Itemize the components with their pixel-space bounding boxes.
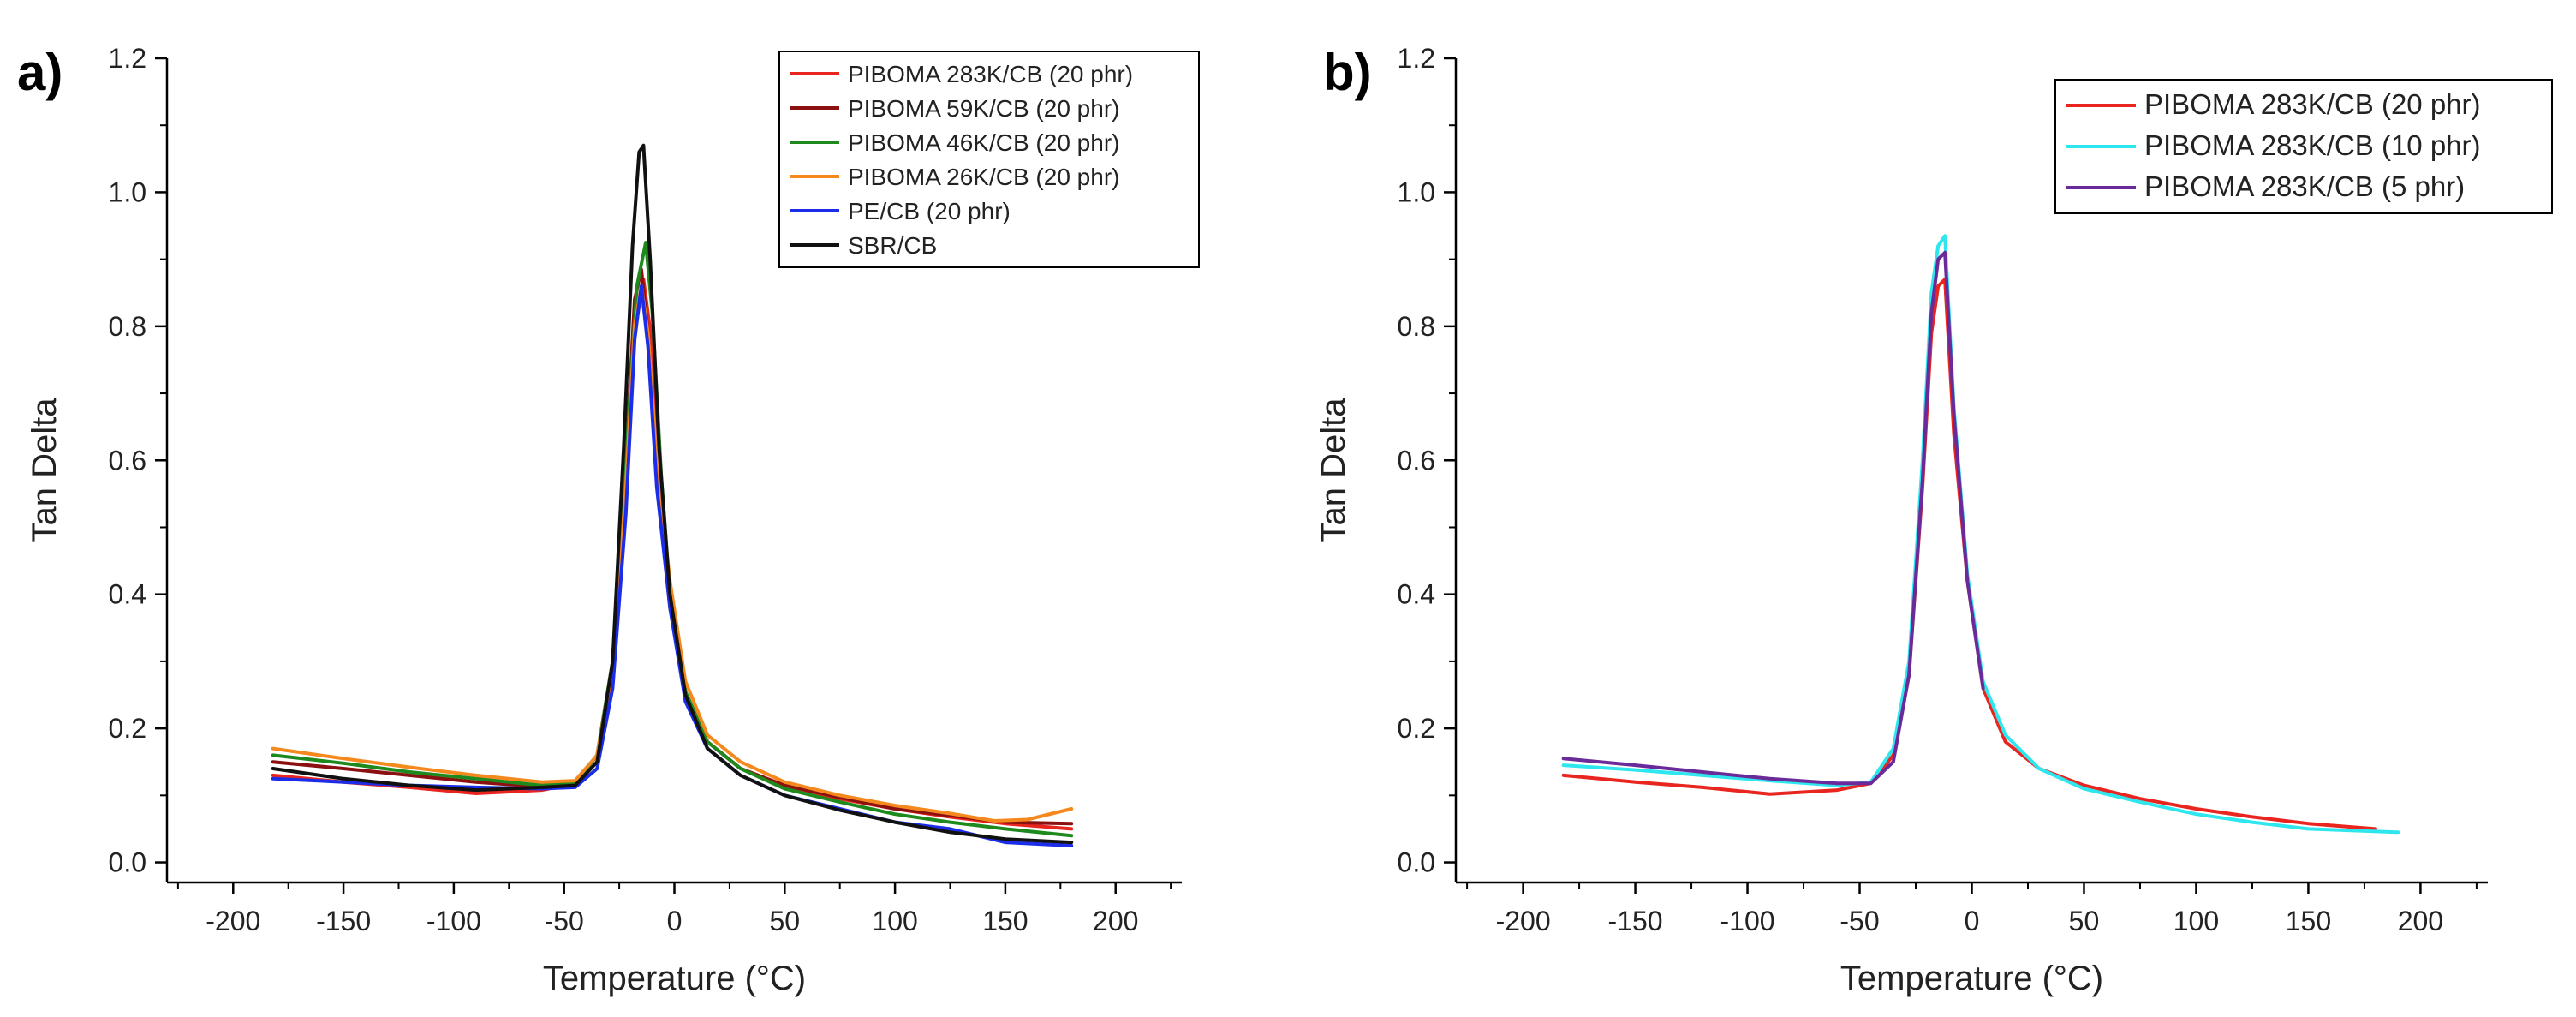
panel-label: a) [17,44,63,101]
legend-label: PIBOMA 283K/CB (10 phr) [2144,129,2481,161]
x-tick-label: 150 [982,906,1028,936]
series-line-1 [271,278,1074,831]
legend-box [2054,79,2553,214]
y-tick-label: 0.2 [1398,713,1435,744]
panel-b: b) -200 -150 -100 -50 0 50 100 150 200 0.0 0.2 0.4 0.… [1315,43,2553,997]
x-tick-label: -150 [1608,906,1663,936]
y-axis-title: Tan Delta [26,398,63,543]
series-line-3 [271,241,1074,838]
y-tick-label: 0.4 [109,579,146,610]
legend-label: PIBOMA 283K/CB (20 phr) [2144,88,2481,120]
x-tick-label: 100 [2174,906,2219,936]
x-axis-title: Temperature (°C) [543,960,806,997]
x-tick-label: -200 [1496,906,1551,936]
series-line-4 [271,284,1074,823]
x-tick-label: -50 [545,906,584,936]
series-line-6 [271,143,1074,845]
y-tick-label: 1.0 [1398,176,1435,207]
y-tick-label: 1.0 [109,176,146,207]
y-tick-label: 0.0 [1398,847,1435,878]
x-tick-label: -100 [1720,906,1775,936]
legend-label: SBR/CB [848,232,937,259]
y-tick-label: 1.2 [109,43,146,74]
legend-label: PE/CB (20 phr) [848,198,1011,224]
x-tick-label: 200 [1093,906,1138,936]
x-tick-label: -50 [1840,906,1879,936]
x-tick-label: 200 [2398,906,2443,936]
y-tick-label: 0.6 [1398,445,1435,476]
x-tick-label: 0 [1965,906,1980,936]
series-line-1 [1561,278,2377,831]
x-tick-label: 50 [2069,906,2100,936]
y-tick-label: 0.6 [109,445,146,476]
x-tick-label: 150 [2286,906,2331,936]
y-tick-label: 0.8 [1398,311,1435,342]
x-tick-label: 100 [872,906,917,936]
series-line-5 [271,284,1074,847]
panel-a: a) -200 -150 -100 -50 0 50 100 150 200 0.0 0.2 0.4 0.… [17,43,1200,997]
y-tick-label: 0.0 [109,847,146,878]
panel-label: b) [1323,44,1372,101]
x-tick-label: -150 [316,906,371,936]
x-tick-label: 50 [770,906,801,936]
y-axis-title: Tan Delta [1315,398,1352,543]
y-tick-label: 0.4 [1398,579,1435,610]
y-tick-label: 0.8 [109,311,146,342]
legend-label: PIBOMA 46K/CB (20 phr) [848,129,1119,156]
legend-label: PIBOMA 283K/CB (20 phr) [848,61,1133,87]
y-tick-label: 1.2 [1398,43,1435,74]
x-tick-label: -100 [426,906,481,936]
series-line-2 [271,267,1074,826]
x-axis-title: Temperature (°C) [1840,960,2103,997]
series-line-3 [1561,250,1985,786]
legend-label: PIBOMA 26K/CB (20 phr) [848,164,1119,190]
x-tick-label: 0 [667,906,683,936]
legend-box [778,51,1200,268]
y-tick-label: 0.2 [109,713,146,744]
legend-label: PIBOMA 283K/CB (5 phr) [2144,170,2465,202]
x-tick-label: -200 [206,906,260,936]
legend-label: PIBOMA 59K/CB (20 phr) [848,95,1119,122]
series-line-2 [1561,234,2400,835]
